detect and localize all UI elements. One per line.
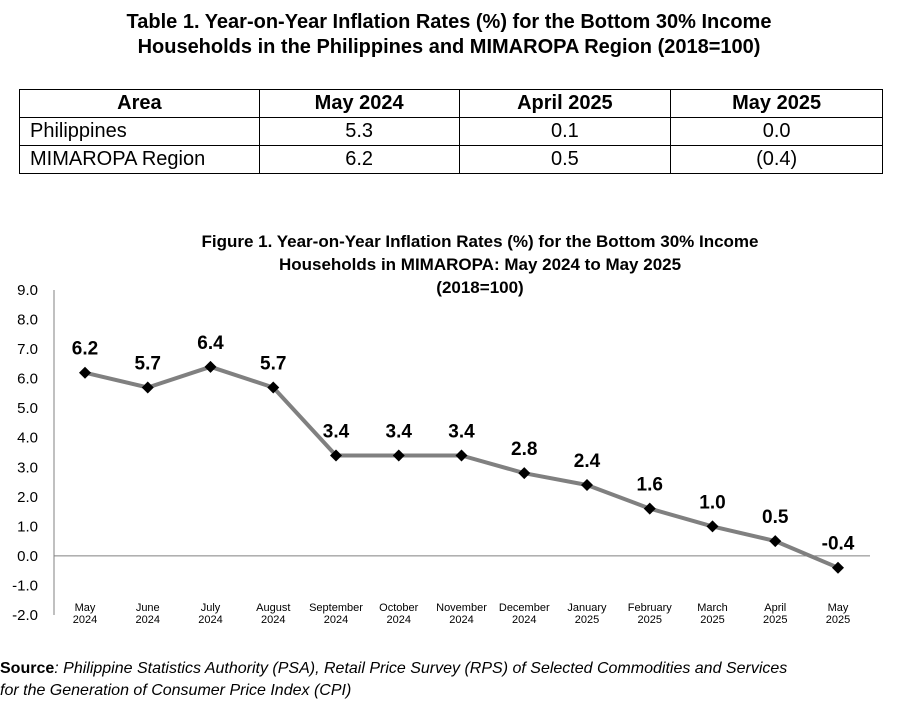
data-point <box>267 381 280 394</box>
figure-title-line: (2018=100) <box>436 278 524 297</box>
data-label: 3.4 <box>448 421 475 442</box>
column-header: May 2025 <box>670 89 883 118</box>
chart-axes <box>53 290 870 615</box>
y-tick-label: 5.0 <box>17 400 38 417</box>
table-cell: 0.5 <box>458 145 672 174</box>
series-line <box>84 364 839 570</box>
x-tick-label: August 2024 <box>256 602 290 626</box>
y-tick-label: 7.0 <box>17 341 38 358</box>
source-label: Source <box>0 660 55 677</box>
y-tick-label: 8.0 <box>17 312 38 329</box>
data-label: 2.8 <box>511 439 537 460</box>
data-point <box>581 479 593 491</box>
data-label: 6.4 <box>197 333 224 354</box>
data-label: 1.6 <box>637 475 663 496</box>
x-tick-label: June 2024 <box>136 602 160 626</box>
inflation-table: Area May 2024 April 2025 May 2025 Philip… <box>19 89 883 174</box>
y-tick-label: -2.0 <box>12 607 38 624</box>
data-label: 3.4 <box>386 421 413 442</box>
table-row: MIMAROPA Region 6.2 0.5 (0.4) <box>19 145 883 174</box>
data-label: -0.4 <box>822 534 855 555</box>
data-point <box>79 366 91 379</box>
data-point <box>455 449 468 462</box>
data-label: 5.7 <box>260 354 286 375</box>
data-point <box>518 467 531 480</box>
data-point <box>392 449 405 462</box>
x-tick-label: May 2025 <box>826 602 850 626</box>
data-point <box>141 381 154 394</box>
data-point <box>769 535 782 548</box>
y-tick-label: 4.0 <box>17 430 38 447</box>
x-tick-label: March 2025 <box>697 602 728 626</box>
figure-title-line: Figure 1. Year-on-Year Inflation Rates (… <box>201 232 759 251</box>
table-title-line: Households in the Philippines and MIMARO… <box>137 36 761 58</box>
y-tick-label: 0.0 <box>17 548 38 565</box>
column-header: Area <box>19 89 260 118</box>
source-survey: Retail Price Survey (RPS) of Selected Co… <box>323 660 788 677</box>
table-cell: 0.1 <box>458 117 672 146</box>
table-cell: 5.3 <box>258 117 460 146</box>
table-header-row: Area May 2024 April 2025 May 2025 <box>19 89 883 118</box>
x-axis-ticks: May 2024 June 2024 July 2024 August 2024 Septemb… <box>73 602 850 626</box>
data-label: 3.4 <box>323 421 350 442</box>
table-cell-area: Philippines <box>19 117 260 146</box>
x-tick-label: January 2025 <box>567 602 607 626</box>
data-point <box>330 449 342 462</box>
x-tick-label: May 2024 <box>73 602 97 626</box>
y-tick-label: 2.0 <box>17 489 38 506</box>
y-tick-label: -1.0 <box>12 577 38 594</box>
x-tick-label: February 2025 <box>628 602 673 626</box>
table-title: Table 1. Year-on-Year Inflation Rates (%… <box>0 10 898 60</box>
data-point <box>706 520 719 533</box>
source-text-line2: for the Generation of Consumer Price Ind… <box>0 682 352 699</box>
data-label: 0.5 <box>762 507 789 528</box>
figure-title-line: Households in MIMAROPA: May 2024 to May … <box>278 255 682 274</box>
data-point <box>643 502 656 515</box>
source-text: : Philippine Statistics Authority (PSA), <box>54 660 324 677</box>
table-title-line: Table 1. Year-on-Year Inflation Rates (%… <box>126 11 772 33</box>
table-cell: 0.0 <box>670 117 883 146</box>
y-tick-label: 3.0 <box>17 459 38 476</box>
source-note: Source: Philippine Statistics Authority … <box>0 658 898 702</box>
table-cell: (0.4) <box>670 145 883 174</box>
x-tick-label: December 2024 <box>499 602 550 626</box>
inflation-series: 6.2 5.7 6.4 5.7 3.4 3.4 3.4 2.8 2.4 1.6 1.0 0.5 -0.4 <box>72 333 855 574</box>
data-label: 6.2 <box>72 339 98 360</box>
data-point <box>204 360 217 373</box>
y-tick-label: 1.0 <box>17 518 38 535</box>
y-tick-label: 9.0 <box>17 282 38 299</box>
x-tick-label: September 2024 <box>309 602 363 626</box>
table-row: Philippines 5.3 0.1 0.0 <box>19 117 883 146</box>
column-header: April 2025 <box>458 89 672 118</box>
table-cell: 6.2 <box>258 145 460 174</box>
figure-title: Figure 1. Year-on-Year Inflation Rates (… <box>60 230 898 299</box>
data-point <box>832 561 844 574</box>
x-tick-label: November 2024 <box>436 602 487 626</box>
y-axis-ticks: 9.0 8.0 7.0 6.0 5.0 4.0 3.0 2.0 1.0 0.0 -1.0 -2.0 <box>12 282 38 624</box>
data-label: 1.0 <box>699 492 725 513</box>
inflation-line-chart: 9.0 8.0 7.0 6.0 5.0 4.0 3.0 2.0 1.0 0.0 -1.0 -2.0 6… <box>12 282 870 626</box>
data-label: 5.7 <box>135 354 161 375</box>
table-cell-area: MIMAROPA Region <box>19 145 260 174</box>
column-header: May 2024 <box>258 89 460 118</box>
x-tick-label: October 2024 <box>379 602 418 626</box>
x-tick-label: April 2025 <box>763 602 787 626</box>
x-tick-label: July 2024 <box>198 602 222 626</box>
y-tick-label: 6.0 <box>17 371 38 388</box>
data-label: 2.4 <box>574 451 601 472</box>
